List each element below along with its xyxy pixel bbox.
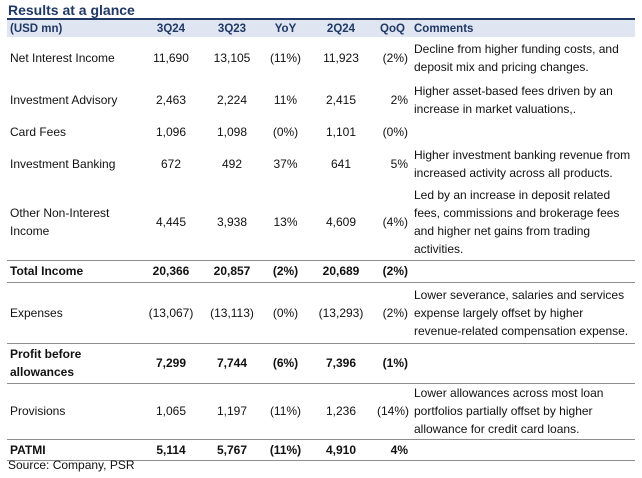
- cell-yoy: (11%): [263, 382, 308, 439]
- cell-qoq: (1%): [374, 342, 411, 383]
- cell-yoy: (0%): [263, 281, 308, 343]
- cell-qoq: 5%: [390, 156, 408, 171]
- cell-qoq: 2%: [390, 92, 408, 107]
- source-note: Source: Company, PSR: [8, 458, 135, 472]
- cell-3q23: (13,113): [201, 281, 263, 343]
- cell-comment: Higher investment banking revenue from i…: [414, 147, 631, 180]
- row-label: Expenses: [7, 281, 141, 343]
- cell-3q24: (13,067): [141, 281, 201, 343]
- header-comments: Comments: [414, 22, 474, 35]
- table-row-total-income: Total Income 20,366 20,857 (2%) 20,689 (…: [7, 259, 635, 282]
- cell-qoq: 4%: [374, 438, 411, 461]
- row-label: Investment Banking: [10, 156, 116, 171]
- cell-3q24: 20,366: [141, 259, 201, 282]
- cell-2q24: 641: [330, 156, 352, 171]
- row-label: Profit before allowances: [7, 342, 141, 383]
- table-row-expenses: Expenses (13,067) (13,113) (0%) (13,293)…: [7, 281, 635, 343]
- cell-2q24: 1,101: [325, 124, 357, 139]
- cell-3q23: 492: [221, 156, 243, 171]
- cell-2q24: 4,609: [325, 214, 357, 229]
- header-2q24: 2Q24: [326, 22, 356, 35]
- table-row-profit-before-allowances: Profit before allowances 7,299 7,744 (6%…: [7, 342, 635, 383]
- cell-3q23: 20,857: [201, 259, 263, 282]
- cell-yoy: 11%: [273, 92, 298, 107]
- row-label: Provisions: [7, 382, 141, 439]
- table-row-net-interest-income: Net Interest Income 11,690 13,105 (11%) …: [7, 37, 635, 79]
- cell-comment: Higher asset-based fees driven by an inc…: [414, 83, 613, 116]
- results-table: (USD mn) 3Q24 3Q23 YoY 2Q24 QoQ Comments…: [7, 20, 635, 461]
- cell-2q24: 4,910: [308, 438, 374, 461]
- cell-comment: Lower severance, salaries and services e…: [411, 281, 635, 343]
- cell-3q23: 1,197: [201, 382, 263, 439]
- cell-comment: [411, 120, 635, 143]
- cell-yoy: (11%): [263, 438, 308, 461]
- table-row-patmi: PATMI 5,114 5,767 (11%) 4,910 4%: [7, 438, 635, 461]
- cell-comment: [411, 342, 635, 383]
- cell-3q23: 2,224: [216, 92, 248, 107]
- header-3q23: 3Q23: [217, 22, 247, 35]
- cell-qoq: (14%): [374, 382, 411, 439]
- cell-yoy: 37%: [273, 156, 298, 171]
- cell-2q24: 7,396: [308, 342, 374, 383]
- cell-3q23: 1,098: [216, 124, 248, 139]
- header-label: (USD mn): [10, 22, 63, 35]
- table-row-other-non-interest-income: Other Non-Interest Income 4,445 3,938 13…: [7, 184, 635, 260]
- cell-3q23: 3,938: [216, 214, 248, 229]
- cell-2q24: 1,236: [308, 382, 374, 439]
- cell-3q24: 11,690: [153, 51, 189, 65]
- cell-2q24: 11,923: [323, 51, 359, 65]
- cell-yoy: (6%): [263, 342, 308, 383]
- row-label: Other Non-Interest Income: [10, 205, 110, 238]
- table-header-row: (USD mn) 3Q24 3Q23 YoY 2Q24 QoQ Comments: [7, 20, 635, 37]
- table-row-provisions: Provisions 1,065 1,197 (11%) 1,236 (14%)…: [7, 382, 635, 439]
- cell-comment: Led by an increase in deposit related fe…: [414, 187, 620, 256]
- cell-3q24: 1,096: [155, 124, 187, 139]
- cell-qoq: (4%): [382, 214, 408, 229]
- cell-yoy: (0%): [272, 124, 299, 139]
- cell-qoq: (2%): [374, 259, 411, 282]
- cell-3q24: 7,299: [141, 342, 201, 383]
- cell-3q24: 2,463: [155, 92, 187, 107]
- cell-3q24: 1,065: [141, 382, 201, 439]
- cell-qoq: (2%): [382, 51, 408, 65]
- row-label: PATMI: [7, 438, 141, 461]
- cell-yoy: (11%): [269, 51, 302, 65]
- cell-qoq: (0%): [382, 124, 408, 139]
- row-label: Card Fees: [10, 124, 67, 139]
- cell-3q24: 4,445: [155, 214, 187, 229]
- cell-yoy: 13%: [273, 214, 298, 229]
- cell-qoq: (2%): [374, 281, 411, 343]
- cell-comment: [411, 259, 635, 282]
- table-row-investment-banking: Investment Banking 672 492 37% 641 5% Hi…: [7, 143, 635, 184]
- header-qoq: QoQ: [380, 22, 405, 35]
- cell-3q24: 672: [160, 156, 182, 171]
- row-label: Investment Advisory: [10, 92, 118, 107]
- cell-2q24: (13,293): [308, 281, 374, 343]
- cell-yoy: (2%): [263, 259, 308, 282]
- page-title: Results at a glance: [8, 2, 135, 18]
- cell-comment: Decline from higher funding costs, and d…: [414, 42, 619, 74]
- cell-comment: Lower allowances across most loan portfo…: [411, 382, 635, 439]
- row-label: Total Income: [7, 259, 141, 282]
- title-divider: [7, 18, 635, 20]
- cell-3q23: 7,744: [201, 342, 263, 383]
- cell-2q24: 20,689: [308, 259, 374, 282]
- header-3q24: 3Q24: [156, 22, 186, 35]
- table-row-investment-advisory: Investment Advisory 2,463 2,224 11% 2,41…: [7, 79, 635, 120]
- table-row-card-fees: Card Fees 1,096 1,098 (0%) 1,101 (0%): [7, 120, 635, 143]
- header-yoy: YoY: [274, 22, 297, 35]
- row-label: Net Interest Income: [10, 51, 115, 65]
- cell-comment: [411, 438, 635, 461]
- cell-3q24: 5,114: [141, 438, 201, 461]
- cell-2q24: 2,415: [325, 92, 357, 107]
- cell-3q23: 13,105: [213, 51, 251, 65]
- cell-3q23: 5,767: [201, 438, 263, 461]
